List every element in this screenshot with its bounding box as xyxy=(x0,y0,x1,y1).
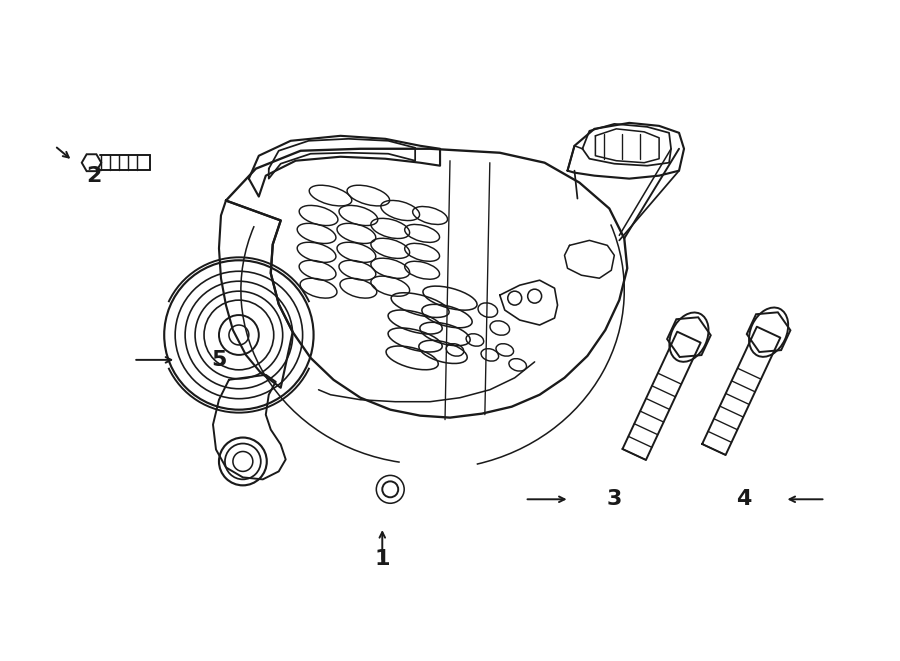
Ellipse shape xyxy=(527,289,542,303)
Text: 4: 4 xyxy=(736,489,752,509)
Ellipse shape xyxy=(382,481,398,497)
Text: 2: 2 xyxy=(86,166,101,186)
Text: 5: 5 xyxy=(212,350,227,370)
Text: 1: 1 xyxy=(374,549,390,569)
Ellipse shape xyxy=(219,438,266,485)
Text: 3: 3 xyxy=(607,489,622,509)
Ellipse shape xyxy=(219,315,259,355)
Ellipse shape xyxy=(508,291,522,305)
